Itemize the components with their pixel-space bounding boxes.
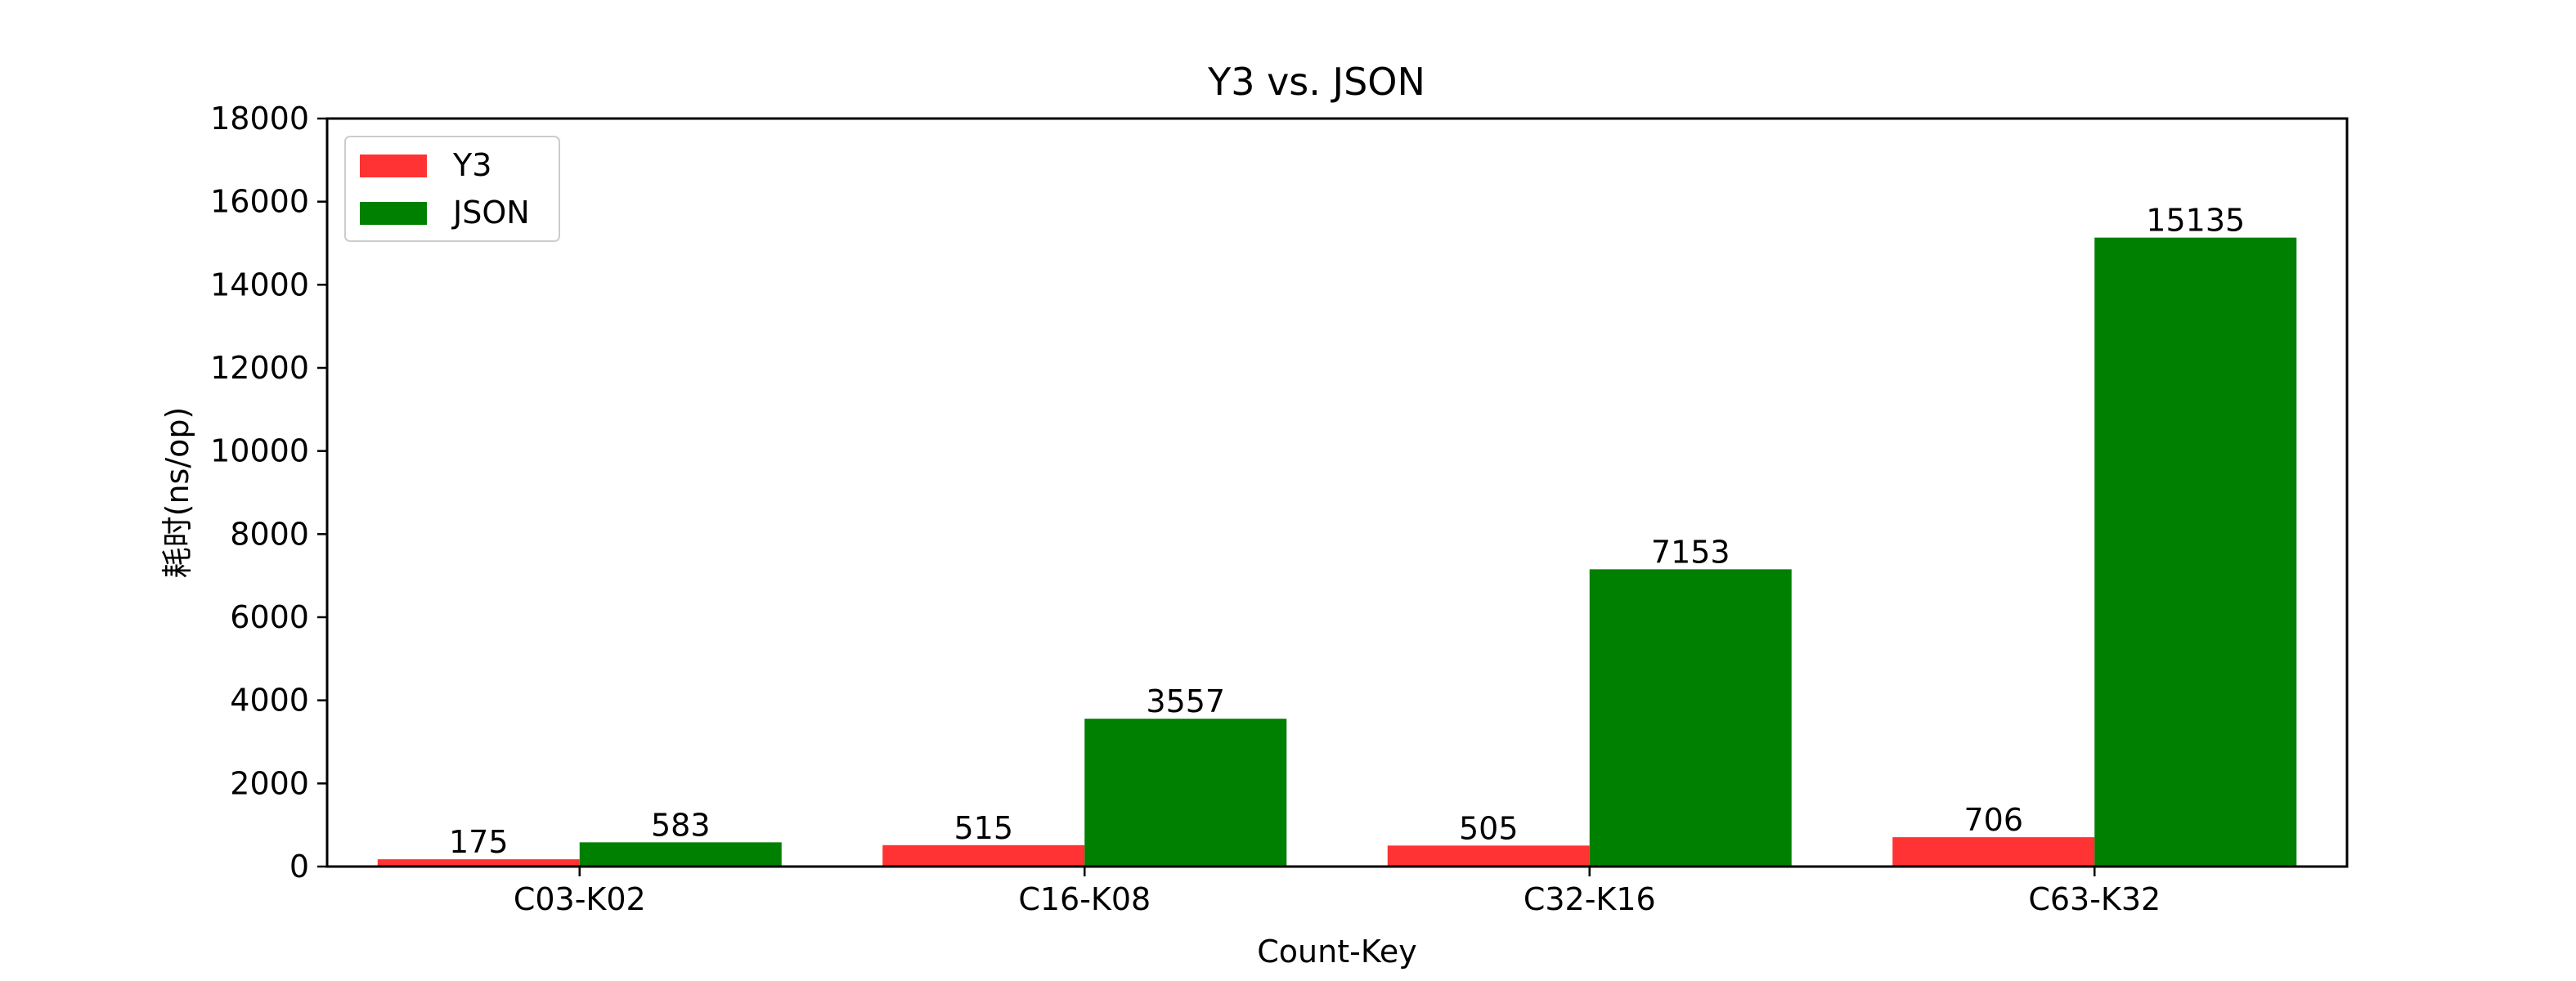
data-label-json-c32-k16: 7153 bbox=[1651, 534, 1730, 570]
y-axis-label: 耗时(ns/op) bbox=[159, 407, 195, 579]
y-tick-label: 10000 bbox=[210, 433, 309, 469]
y-tick-label: 6000 bbox=[230, 599, 309, 635]
y-tick-label: 12000 bbox=[210, 350, 309, 386]
data-label-y3-c63-k32: 706 bbox=[1963, 802, 2023, 838]
plot-area: 175 515 505 706 583 3557 7153 15135 bbox=[377, 203, 2297, 867]
legend-label-json: JSON bbox=[451, 195, 530, 231]
legend: Y3 JSON bbox=[344, 136, 560, 242]
bar-y3-c63-k32 bbox=[1892, 837, 2095, 867]
chart-title: Y3 vs. JSON bbox=[1207, 60, 1425, 104]
y-tick-label: 4000 bbox=[230, 683, 309, 719]
data-label-json-c03-k02: 583 bbox=[651, 807, 711, 843]
y-tick-label: 14000 bbox=[210, 267, 309, 302]
y-axis-ticks: 0 2000 4000 6000 8000 10000 12000 14000 16000 180… bbox=[210, 101, 327, 885]
bar-json-c63-k32 bbox=[2094, 237, 2297, 867]
data-label-json-c63-k32: 15135 bbox=[2146, 203, 2245, 239]
bar-json-c32-k16 bbox=[1589, 569, 1792, 867]
y-tick-label: 2000 bbox=[230, 765, 309, 801]
y-tick-label: 16000 bbox=[210, 184, 309, 220]
x-axis-ticks: C03-K02 C16-K08 C32-K16 C63-K32 bbox=[514, 867, 2161, 917]
data-label-y3-c03-k02: 175 bbox=[449, 824, 509, 860]
legend-swatch-y3 bbox=[360, 155, 427, 177]
bar-json-c16-k08 bbox=[1084, 719, 1287, 867]
x-tick-label: C16-K08 bbox=[1018, 881, 1151, 917]
y-tick-label: 18000 bbox=[210, 101, 309, 137]
bar-y3-c32-k16 bbox=[1387, 845, 1590, 867]
legend-label-y3: Y3 bbox=[452, 147, 491, 183]
data-label-json-c16-k08: 3557 bbox=[1146, 683, 1225, 719]
legend-swatch-json bbox=[360, 202, 427, 225]
x-tick-label: C32-K16 bbox=[1524, 881, 1656, 917]
bar-y3-c03-k02 bbox=[377, 859, 580, 867]
axes-frame bbox=[325, 117, 2349, 868]
y-tick-label: 8000 bbox=[230, 516, 309, 552]
x-tick-label: C63-K32 bbox=[2028, 881, 2161, 917]
data-label-y3-c16-k08: 515 bbox=[954, 810, 1013, 846]
x-axis-label: Count-Key bbox=[1257, 934, 1416, 970]
y-tick-label: 0 bbox=[289, 849, 309, 885]
x-tick-label: C03-K02 bbox=[514, 881, 646, 917]
bar-y3-c16-k08 bbox=[882, 844, 1085, 867]
bar-json-c03-k02 bbox=[579, 842, 782, 867]
data-label-y3-c32-k16: 505 bbox=[1459, 810, 1519, 846]
